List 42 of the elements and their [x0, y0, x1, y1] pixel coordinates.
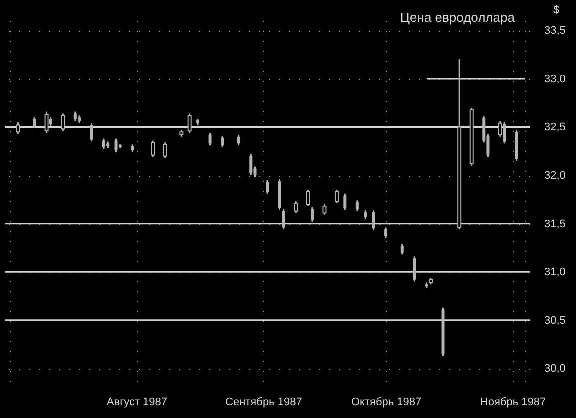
candlestick	[356, 200, 359, 212]
y-tick-label: 31,5	[544, 218, 566, 230]
candlestick	[188, 112, 192, 134]
candlestick	[163, 142, 168, 159]
candlestick	[413, 256, 416, 283]
y-tick-label: 33,0	[544, 73, 566, 86]
y-tick-label: 31,0	[544, 266, 566, 279]
candlestick	[294, 200, 298, 214]
candlestick	[334, 189, 339, 204]
candlestick	[102, 138, 106, 150]
candlestick	[74, 111, 77, 122]
candlestick	[151, 140, 156, 158]
y-tick-label: 32,0	[544, 170, 566, 182]
candlestick	[282, 208, 286, 230]
candlestick	[44, 111, 49, 134]
x-tick-label: Октябрь 1987	[351, 396, 422, 408]
candlestick	[61, 112, 66, 132]
y-tick-label: 30,0	[544, 363, 566, 376]
y-tick-label: 32,5	[544, 122, 566, 134]
candlestick	[384, 226, 388, 240]
x-tick-label: Сентябрь 1987	[226, 396, 302, 408]
y-axis-title: $	[553, 4, 560, 16]
y-tick-label: 30,5	[544, 314, 566, 327]
candlestick	[310, 206, 314, 223]
candlestick	[372, 210, 376, 232]
candlestick	[221, 135, 224, 148]
candlestick	[208, 132, 212, 146]
candlestick	[400, 243, 404, 256]
candlestick	[237, 134, 240, 146]
candlestick	[266, 180, 269, 195]
candlestick	[16, 122, 20, 135]
y-tick-label: 33,5	[544, 25, 566, 38]
candlestick	[322, 204, 327, 216]
x-tick-label: Август 1987	[106, 396, 168, 408]
x-tick-label: Ноябрь 1987	[480, 396, 546, 408]
candlestick	[114, 138, 118, 154]
candlestick	[250, 154, 253, 176]
candlestick	[33, 116, 36, 129]
candlestick	[306, 189, 310, 208]
candlestick	[344, 193, 347, 212]
chart-title: Цена евродоллара	[400, 10, 516, 25]
candlestick	[90, 122, 94, 142]
